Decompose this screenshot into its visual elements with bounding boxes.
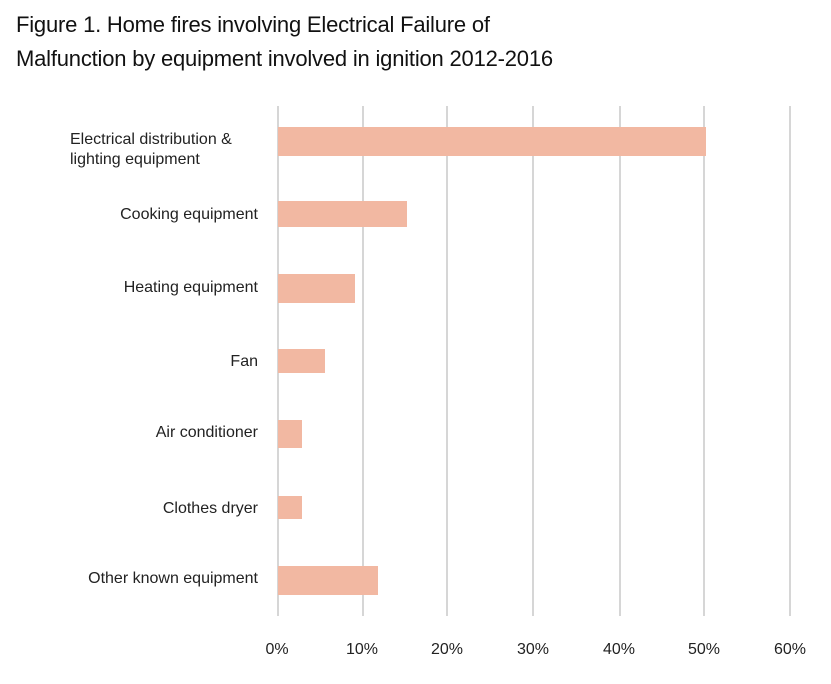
category-label-line: Electrical distribution &: [70, 131, 232, 148]
bar-air-conditioner: [278, 420, 302, 448]
x-tick-40: 40%: [602, 641, 636, 658]
gridline-30: [532, 106, 534, 616]
gridline-50: [703, 106, 705, 616]
x-tick-0: 0%: [265, 641, 289, 658]
gridline-10: [362, 106, 364, 616]
x-tick-30: 30%: [516, 641, 550, 658]
gridline-20: [446, 106, 448, 616]
category-label-air-conditioner: Air conditioner: [155, 424, 258, 441]
gridline-40: [619, 106, 621, 616]
category-label-clothes-dryer: Clothes dryer: [162, 500, 258, 517]
bar-heating-equipment: [278, 274, 355, 303]
bar-electrical-distribution: [278, 127, 706, 156]
category-label-cooking: Cooking equipment: [120, 206, 258, 223]
bar-other-known-equipment: [278, 566, 378, 595]
x-tick-60: 60%: [773, 641, 807, 658]
x-tick-50: 50%: [687, 641, 721, 658]
category-label-fan: Fan: [230, 353, 258, 370]
category-label-electrical: Electrical distribution & lighting equip…: [70, 130, 232, 170]
x-tick-10: 10%: [345, 641, 379, 658]
chart-title-line-1: Figure 1. Home fires involving Electrica…: [16, 12, 490, 37]
category-label-other: Other known equipment: [88, 570, 258, 587]
category-label-line: lighting equipment: [70, 151, 200, 168]
bar-fan: [278, 349, 325, 373]
bar-cooking-equipment: [278, 201, 407, 227]
chart-title: Figure 1. Home fires involving Electrica…: [16, 8, 716, 76]
gridline-60: [789, 106, 791, 616]
bar-clothes-dryer: [278, 496, 302, 519]
category-label-heating: Heating equipment: [123, 279, 258, 296]
x-tick-20: 20%: [430, 641, 464, 658]
chart-title-line-2: Malfunction by equipment involved in ign…: [16, 46, 553, 71]
